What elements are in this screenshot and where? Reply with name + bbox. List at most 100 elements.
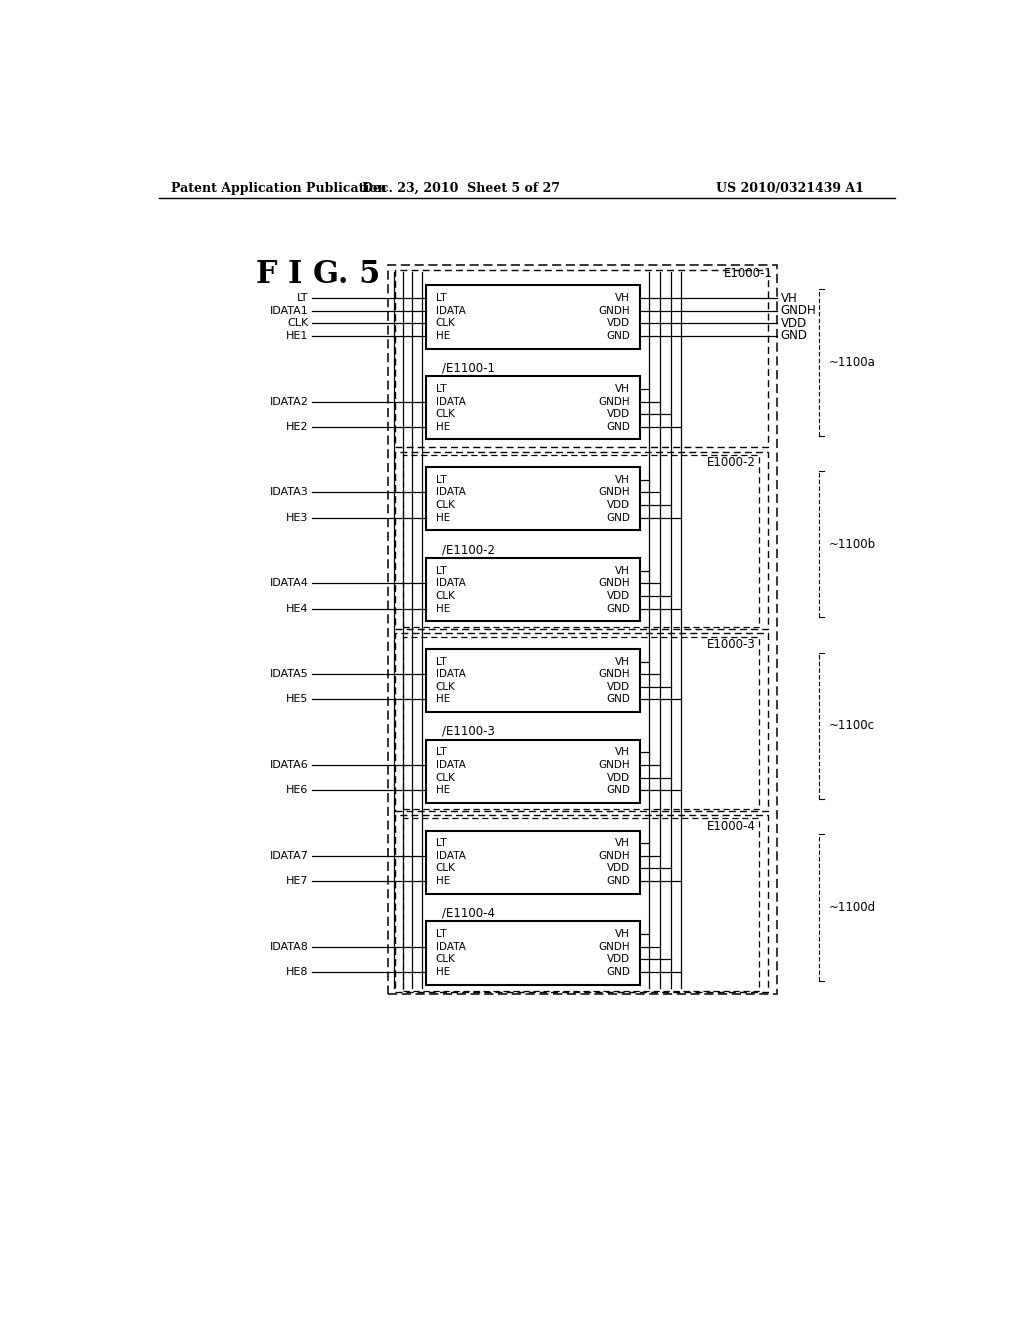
Text: VDD: VDD xyxy=(607,591,630,601)
Text: VDD: VDD xyxy=(607,318,630,329)
Text: VH: VH xyxy=(615,747,630,758)
Text: VH: VH xyxy=(615,384,630,393)
Text: ~1100c: ~1100c xyxy=(828,719,874,733)
Text: VH: VH xyxy=(780,292,798,305)
Text: VDD: VDD xyxy=(780,317,807,330)
Text: LT: LT xyxy=(435,384,446,393)
Text: CLK: CLK xyxy=(435,318,456,329)
Text: HE1: HE1 xyxy=(286,331,308,341)
Text: GNDH: GNDH xyxy=(599,396,630,407)
Text: CLK: CLK xyxy=(435,772,456,783)
Text: HE2: HE2 xyxy=(286,422,308,432)
Text: E1000-2: E1000-2 xyxy=(707,457,756,470)
Text: GNDH: GNDH xyxy=(599,578,630,589)
Text: IDATA: IDATA xyxy=(435,941,466,952)
Bar xyxy=(403,818,759,991)
Text: E1000-4: E1000-4 xyxy=(707,820,756,833)
Text: /E1100-4: /E1100-4 xyxy=(442,907,495,920)
Text: LT: LT xyxy=(435,656,446,667)
Text: GNDH: GNDH xyxy=(599,669,630,680)
Text: IDATA: IDATA xyxy=(435,306,466,315)
Text: VDD: VDD xyxy=(607,772,630,783)
Text: HE8: HE8 xyxy=(286,968,308,977)
Text: LT: LT xyxy=(297,293,308,304)
Text: US 2010/0321439 A1: US 2010/0321439 A1 xyxy=(717,182,864,194)
Text: HE: HE xyxy=(435,603,450,614)
Text: IDATA8: IDATA8 xyxy=(269,941,308,952)
Bar xyxy=(426,558,640,622)
Bar xyxy=(395,634,768,810)
Bar xyxy=(403,455,759,627)
Bar xyxy=(426,649,640,711)
Text: CLK: CLK xyxy=(288,318,308,329)
Text: VH: VH xyxy=(615,929,630,939)
Text: IDATA: IDATA xyxy=(435,396,466,407)
Text: CLK: CLK xyxy=(435,409,456,420)
Text: ~1100b: ~1100b xyxy=(828,537,876,550)
Text: IDATA: IDATA xyxy=(435,760,466,770)
Text: Dec. 23, 2010  Sheet 5 of 27: Dec. 23, 2010 Sheet 5 of 27 xyxy=(362,182,560,194)
Text: E1000-1: E1000-1 xyxy=(724,267,773,280)
Text: VH: VH xyxy=(615,566,630,576)
Text: ~1100a: ~1100a xyxy=(828,356,876,370)
Text: HE7: HE7 xyxy=(286,876,308,886)
Text: GNDH: GNDH xyxy=(599,941,630,952)
Text: CLK: CLK xyxy=(435,591,456,601)
Text: HE: HE xyxy=(435,694,450,705)
Text: LT: LT xyxy=(435,929,446,939)
Bar xyxy=(395,816,768,993)
Text: LT: LT xyxy=(435,747,446,758)
Bar xyxy=(426,285,640,348)
Text: HE4: HE4 xyxy=(286,603,308,614)
Text: HE: HE xyxy=(435,422,450,432)
Text: GND: GND xyxy=(606,876,630,886)
Text: HE: HE xyxy=(435,512,450,523)
Text: IDATA: IDATA xyxy=(435,487,466,498)
Text: GND: GND xyxy=(780,330,808,342)
Bar xyxy=(426,921,640,985)
Bar xyxy=(426,376,640,440)
Text: IDATA4: IDATA4 xyxy=(269,578,308,589)
Text: VH: VH xyxy=(615,656,630,667)
Text: HE3: HE3 xyxy=(286,512,308,523)
Text: IDATA: IDATA xyxy=(435,851,466,861)
Text: IDATA1: IDATA1 xyxy=(270,306,308,315)
Text: IDATA: IDATA xyxy=(435,669,466,680)
Text: IDATA2: IDATA2 xyxy=(269,396,308,407)
Bar xyxy=(395,271,768,447)
Bar xyxy=(403,636,759,809)
Text: GND: GND xyxy=(606,603,630,614)
Text: E1000-3: E1000-3 xyxy=(707,638,756,651)
Bar xyxy=(426,830,640,894)
Text: GNDH: GNDH xyxy=(599,487,630,498)
Text: GNDH: GNDH xyxy=(599,306,630,315)
Bar xyxy=(426,739,640,803)
Text: GND: GND xyxy=(606,422,630,432)
Text: GND: GND xyxy=(606,968,630,977)
Text: VH: VH xyxy=(615,293,630,304)
Text: CLK: CLK xyxy=(435,954,456,965)
Text: IDATA6: IDATA6 xyxy=(270,760,308,770)
Text: GND: GND xyxy=(606,785,630,795)
Text: GND: GND xyxy=(606,331,630,341)
Text: CLK: CLK xyxy=(435,500,456,510)
Text: HE5: HE5 xyxy=(286,694,308,705)
Text: HE6: HE6 xyxy=(286,785,308,795)
Text: F I G. 5: F I G. 5 xyxy=(256,259,380,289)
Text: GND: GND xyxy=(606,512,630,523)
Text: LT: LT xyxy=(435,293,446,304)
Text: HE: HE xyxy=(435,968,450,977)
Text: /E1100-3: /E1100-3 xyxy=(442,725,495,738)
Text: VDD: VDD xyxy=(607,954,630,965)
Text: GNDH: GNDH xyxy=(599,760,630,770)
Text: VDD: VDD xyxy=(607,500,630,510)
Bar xyxy=(395,451,768,628)
Text: HE: HE xyxy=(435,876,450,886)
Text: Patent Application Publication: Patent Application Publication xyxy=(171,182,386,194)
Text: HE: HE xyxy=(435,785,450,795)
Text: /E1100-2: /E1100-2 xyxy=(442,543,495,556)
Text: IDATA: IDATA xyxy=(435,578,466,589)
Text: VH: VH xyxy=(615,838,630,849)
Text: VDD: VDD xyxy=(607,863,630,874)
Text: CLK: CLK xyxy=(435,863,456,874)
